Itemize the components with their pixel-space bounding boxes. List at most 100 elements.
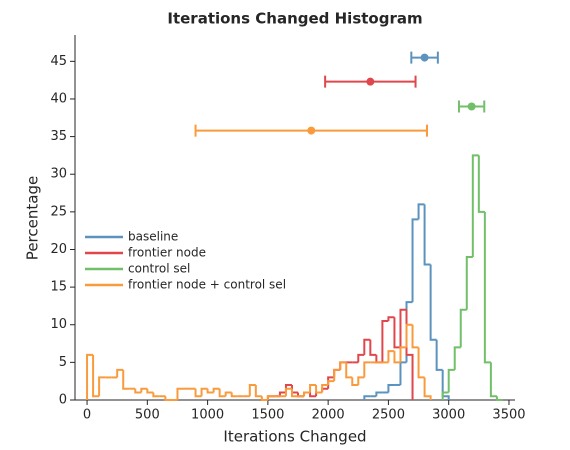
chart-title: Iterations Changed Histogram (167, 10, 422, 28)
histogram-step (303, 391, 311, 397)
x-tick-label: 0 (83, 408, 91, 423)
histogram-step (399, 346, 407, 363)
histogram-step (327, 380, 335, 385)
histogram-step (98, 376, 106, 397)
x-tick-label: 3500 (492, 408, 525, 423)
histogram-step (194, 388, 202, 398)
x-tick-label: 3000 (432, 408, 465, 423)
histogram-step (116, 368, 124, 378)
histogram-step (399, 361, 407, 385)
histogram-step (411, 218, 419, 303)
histogram-step (152, 392, 160, 398)
histogram-step (284, 387, 292, 397)
histogram-step (369, 339, 377, 356)
histogram-step (429, 264, 437, 341)
x-axis-label: Iterations Changed (223, 428, 366, 446)
y-tick-label: 30 (50, 167, 67, 182)
histogram-step (206, 388, 214, 394)
histogram-step (435, 339, 443, 371)
histogram-step (92, 354, 100, 398)
histogram-step (441, 391, 449, 400)
histogram-step (248, 383, 256, 397)
histogram-step (134, 388, 142, 394)
histogram-step (164, 396, 172, 401)
histogram-step (260, 396, 268, 401)
histogram-step (230, 392, 238, 398)
legend-label: frontier node (128, 246, 206, 260)
mean-marker (467, 102, 476, 111)
x-tick-label: 1000 (191, 408, 224, 423)
histogram-step (345, 362, 353, 379)
histogram-step (315, 384, 323, 394)
histogram-step (417, 347, 425, 379)
y-axis-label: Percentage (24, 176, 42, 260)
histogram-step (357, 376, 365, 385)
y-tick-label: 20 (50, 242, 67, 257)
y-tick-label: 25 (50, 204, 67, 219)
mean-marker (366, 77, 375, 86)
histogram-step (471, 154, 479, 258)
histogram-step (176, 387, 184, 400)
histogram-step (393, 351, 401, 364)
histogram-step (405, 323, 413, 348)
y-tick-label: 0 (59, 393, 67, 408)
histogram-step (278, 391, 286, 397)
y-tick-label: 35 (50, 129, 67, 144)
histogram-step (423, 377, 432, 400)
histogram-step (441, 369, 450, 400)
histogram-step (266, 395, 274, 400)
histogram-step (447, 368, 455, 393)
y-tick-label: 5 (59, 355, 67, 370)
histogram-step (381, 319, 389, 363)
x-tick-label: 2500 (372, 408, 405, 423)
y-tick-label: 15 (50, 280, 67, 295)
histogram-step (363, 338, 371, 355)
histogram-step (399, 308, 407, 348)
histogram-step (218, 388, 226, 398)
histogram-step (375, 391, 383, 397)
x-tick-label: 500 (135, 408, 160, 423)
histogram-step (339, 361, 347, 370)
mean-marker (420, 53, 429, 62)
histogram-step (405, 309, 414, 400)
x-tick-label: 1500 (251, 408, 284, 423)
histogram-step (200, 387, 208, 397)
y-tick-label: 40 (50, 91, 67, 106)
histogram-step (122, 369, 130, 390)
histogram-step (453, 346, 461, 370)
histogram-step (387, 350, 395, 363)
histogram-step (254, 384, 262, 398)
histogram-step (465, 256, 473, 310)
legend-label: frontier node + control sel (128, 278, 286, 292)
histogram-step (423, 204, 431, 266)
y-tick-label: 10 (50, 317, 67, 332)
histogram-step (483, 211, 491, 364)
histogram-step (351, 377, 359, 386)
histogram-step (417, 203, 425, 220)
histogram-step (387, 383, 395, 393)
histogram-step (309, 392, 317, 398)
histogram-step (387, 316, 395, 321)
histogram-step (140, 387, 148, 393)
histogram-step (477, 155, 485, 213)
histogram-step (459, 308, 467, 348)
histogram-step (86, 353, 94, 400)
y-tick-label: 45 (50, 54, 67, 69)
legend-label: baseline (128, 230, 178, 244)
histogram-step (290, 388, 299, 398)
mean-marker (307, 126, 316, 135)
histogram-step (357, 353, 365, 363)
histogram-step (495, 396, 503, 401)
x-tick-label: 2000 (312, 408, 345, 423)
histogram-step (309, 383, 317, 393)
histogram-step (363, 395, 371, 400)
legend-label: control sel (128, 262, 190, 276)
histogram-step (363, 361, 371, 378)
histogram-step (321, 383, 329, 393)
histogram-step (489, 362, 497, 398)
histogram-step (212, 387, 220, 393)
histogram-step (333, 368, 341, 382)
histogram-step (224, 391, 232, 397)
histogram-step (411, 324, 419, 349)
